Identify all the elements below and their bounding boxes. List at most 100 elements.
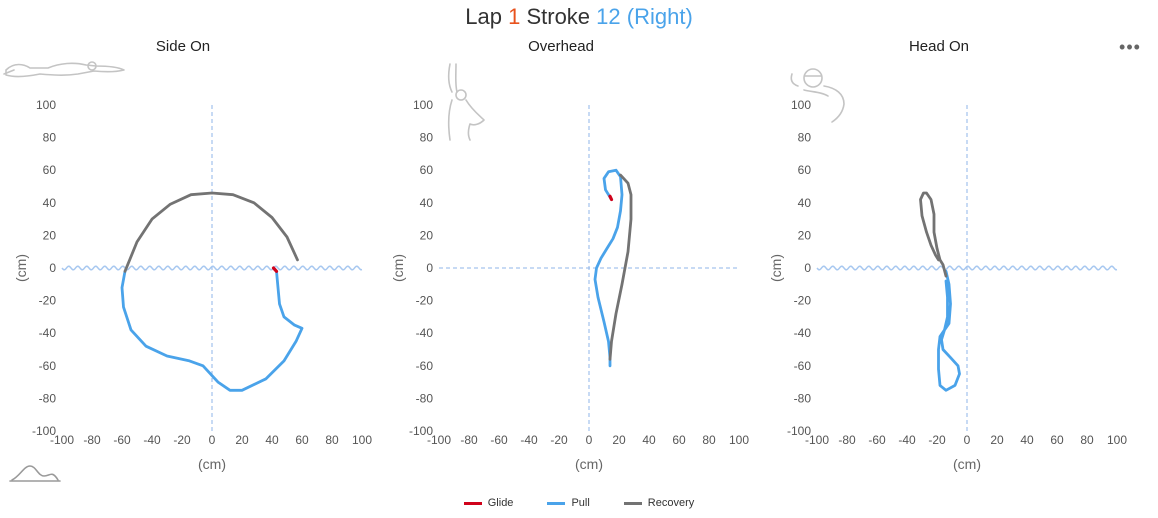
series-glide-path xyxy=(271,266,279,273)
x-tick-label: -100 xyxy=(805,433,829,447)
x-tick-label: 80 xyxy=(1080,433,1094,447)
x-tick-label: -100 xyxy=(427,433,451,447)
x-tick-label: 60 xyxy=(295,433,309,447)
x-tick-label: 40 xyxy=(265,433,279,447)
swimmer-side-icon xyxy=(3,61,125,78)
y-tick-label: 80 xyxy=(420,131,434,145)
x-tick-label: 60 xyxy=(1050,433,1064,447)
y-tick-label: 0 xyxy=(49,261,56,275)
series-recovery-path xyxy=(123,191,299,273)
x-tick-label: -60 xyxy=(113,433,131,447)
x-tick-label: -60 xyxy=(868,433,886,447)
x-tick-label: 0 xyxy=(586,433,593,447)
y-tick-label: -100 xyxy=(787,424,811,438)
legend-label-pull: Pull xyxy=(571,497,590,509)
legend: Glide Pull Recovery xyxy=(0,497,1158,509)
y-tick-label: 60 xyxy=(420,163,434,177)
x-tick-label: 100 xyxy=(352,433,372,447)
y-tick-label: 60 xyxy=(798,163,812,177)
x-tick-label: -60 xyxy=(490,433,508,447)
x-tick-label: 20 xyxy=(612,433,626,447)
y-tick-label: 20 xyxy=(43,228,57,242)
stroke-label: Stroke xyxy=(526,4,591,29)
x-tick-label: -40 xyxy=(898,433,916,447)
waveform-icon[interactable] xyxy=(9,465,61,482)
x-tick-label: -80 xyxy=(838,433,856,447)
y-tick-label: -40 xyxy=(39,326,57,340)
y-tick-label: 80 xyxy=(43,131,57,145)
legend-item-recovery[interactable]: Recovery xyxy=(623,497,695,509)
x-tick-label: 0 xyxy=(209,433,216,447)
y-tick-label: -20 xyxy=(416,294,434,308)
y-tick-label: 100 xyxy=(791,98,811,112)
y-tick-label: -100 xyxy=(32,424,56,438)
stroke-info: 12 (Right) xyxy=(596,4,693,29)
series-recovery-path xyxy=(608,173,633,361)
x-axis-label: (cm) xyxy=(575,456,603,472)
x-tick-label: -40 xyxy=(520,433,538,447)
y-tick-label: 0 xyxy=(426,261,433,275)
legend-swatch-recovery xyxy=(623,501,642,505)
x-tick-label: -80 xyxy=(83,433,101,447)
y-tick-label: -20 xyxy=(794,294,812,308)
series-pull-path xyxy=(937,269,961,392)
y-tick-label: 40 xyxy=(420,196,434,210)
swimmer-head-on-icon xyxy=(790,68,845,123)
y-tick-label: 40 xyxy=(43,196,57,210)
y-tick-label: 100 xyxy=(413,98,433,112)
water-surface-line xyxy=(61,265,363,271)
panel-title-side-on: Side On xyxy=(155,38,211,55)
x-tick-label: -20 xyxy=(550,433,568,447)
panel-title-head-on: Head On xyxy=(908,38,970,55)
y-tick-label: -80 xyxy=(39,391,57,405)
chart-header-title: Lap 1 Stroke 12 (Right) xyxy=(0,4,1158,30)
y-tick-label: -80 xyxy=(794,391,812,405)
y-tick-label: 80 xyxy=(798,131,812,145)
water-surface-line xyxy=(816,265,1118,271)
x-tick-label: 20 xyxy=(990,433,1004,447)
y-tick-label: 60 xyxy=(43,163,57,177)
series-pull-path xyxy=(120,269,304,392)
more-options-icon[interactable]: ••• xyxy=(1119,37,1141,57)
y-tick-label: -80 xyxy=(416,391,434,405)
y-tick-label: -60 xyxy=(794,359,812,373)
x-tick-label: -20 xyxy=(173,433,191,447)
panel-title-overhead: Overhead xyxy=(528,38,594,55)
legend-label-recovery: Recovery xyxy=(647,497,695,509)
y-tick-label: 100 xyxy=(36,98,56,112)
x-tick-label: 40 xyxy=(642,433,656,447)
x-tick-label: -80 xyxy=(460,433,478,447)
chart-panel-0: 100 80 60 40 20 0 -20 -40 -60 -80 -100-100 -80 -60 -4… xyxy=(13,98,372,472)
legend-label-glide: Glide xyxy=(487,497,514,509)
x-tick-label: 20 xyxy=(235,433,249,447)
x-tick-label: -100 xyxy=(50,433,74,447)
lap-label: Lap xyxy=(465,4,502,29)
x-tick-label: 100 xyxy=(1107,433,1127,447)
chart-panel-1: 100 80 60 40 20 0 -20 -40 -60 -80 -100-100 -80 -60 -4… xyxy=(390,98,749,472)
y-tick-label: 40 xyxy=(798,196,812,210)
y-tick-label: -60 xyxy=(39,359,57,373)
legend-item-pull[interactable]: Pull xyxy=(547,497,590,509)
x-tick-label: -40 xyxy=(143,433,161,447)
swimmer-overhead-icon xyxy=(447,63,485,141)
y-tick-label: -40 xyxy=(794,326,812,340)
series-pull-path xyxy=(593,168,624,368)
lap-number: 1 xyxy=(508,4,521,29)
x-tick-label: 80 xyxy=(702,433,716,447)
x-tick-label: 0 xyxy=(964,433,971,447)
x-tick-label: 80 xyxy=(325,433,339,447)
y-tick-label: 20 xyxy=(420,228,434,242)
y-axis-label: (cm) xyxy=(13,254,29,282)
chart-panel-2: 100 80 60 40 20 0 -20 -40 -60 -80 -100-100 -80 -60 -4… xyxy=(768,98,1127,472)
legend-item-glide[interactable]: Glide xyxy=(463,497,514,509)
series-glide-path xyxy=(608,194,614,202)
y-tick-label: -40 xyxy=(416,326,434,340)
x-tick-label: -20 xyxy=(928,433,946,447)
x-tick-label: 60 xyxy=(672,433,686,447)
x-tick-label: 100 xyxy=(729,433,749,447)
legend-swatch-glide xyxy=(463,501,482,505)
legend-swatch-pull xyxy=(547,501,566,505)
y-tick-label: 20 xyxy=(798,228,812,242)
x-axis-label: (cm) xyxy=(953,456,981,472)
